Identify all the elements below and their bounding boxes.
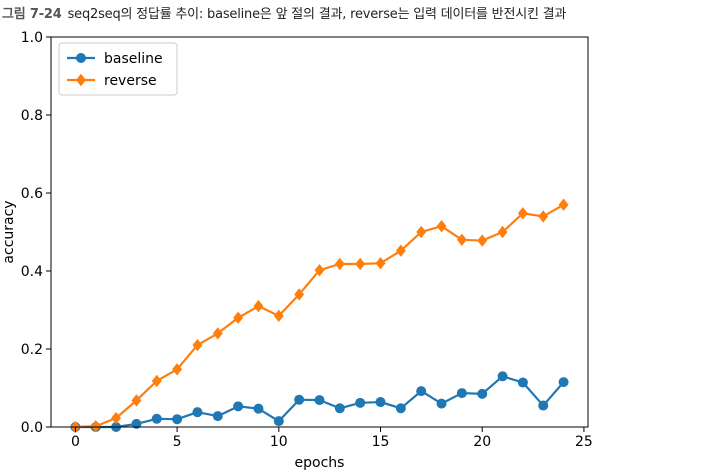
data-point-reverse bbox=[497, 225, 508, 239]
data-point-baseline bbox=[131, 418, 142, 429]
data-point-reverse bbox=[416, 225, 427, 239]
data-point-reverse bbox=[212, 327, 223, 340]
data-point-reverse bbox=[334, 257, 345, 271]
x-tick-label: 25 bbox=[575, 434, 593, 450]
data-point-reverse bbox=[355, 257, 366, 271]
data-point-reverse bbox=[436, 219, 447, 233]
x-tick-label: 10 bbox=[270, 434, 288, 450]
y-tick-label: 1.0 bbox=[21, 30, 43, 46]
data-point-baseline bbox=[334, 403, 345, 414]
data-point-baseline bbox=[538, 400, 549, 411]
data-point-baseline bbox=[233, 401, 244, 412]
y-tick-label: 0.6 bbox=[21, 186, 43, 202]
data-point-baseline bbox=[273, 416, 284, 427]
data-point-baseline bbox=[192, 407, 203, 418]
legend-box bbox=[58, 42, 178, 96]
data-point-reverse bbox=[456, 233, 467, 246]
data-point-baseline bbox=[395, 403, 406, 414]
data-point-baseline bbox=[151, 413, 162, 424]
figure-number: 그림 7-24 bbox=[2, 7, 62, 22]
data-point-reverse bbox=[395, 244, 406, 257]
y-tick-label: 0.4 bbox=[21, 264, 43, 280]
plot-area bbox=[70, 198, 569, 434]
y-tick-label: 0.2 bbox=[21, 342, 43, 358]
data-point-reverse bbox=[558, 198, 569, 211]
data-point-reverse bbox=[172, 363, 183, 376]
data-point-reverse bbox=[192, 338, 203, 352]
y-tick-label: 0.0 bbox=[21, 420, 43, 436]
series-line-reverse bbox=[75, 203, 565, 429]
data-point-baseline bbox=[558, 377, 569, 388]
legend-marker-reverse bbox=[76, 73, 86, 87]
data-point-reverse bbox=[314, 264, 325, 277]
legend: baseline reverse bbox=[58, 42, 178, 96]
data-point-baseline bbox=[172, 414, 183, 425]
data-point-baseline bbox=[294, 394, 305, 405]
data-point-reverse bbox=[233, 311, 244, 324]
legend-label-baseline: baseline bbox=[104, 51, 163, 67]
figure-caption: 그림 7-24 seq2seq의 정답률 추이: baseline은 앞 절의 결… bbox=[2, 3, 566, 22]
data-point-reverse bbox=[90, 420, 101, 433]
legend-label-reverse: reverse bbox=[104, 73, 157, 89]
plot-frame bbox=[50, 36, 589, 428]
x-tick-label: 0 bbox=[71, 434, 80, 450]
data-point-baseline bbox=[517, 377, 528, 388]
data-point-reverse bbox=[111, 411, 122, 425]
data-point-baseline bbox=[436, 398, 447, 409]
data-point-baseline bbox=[416, 386, 427, 397]
data-point-baseline bbox=[497, 371, 508, 382]
data-point-reverse bbox=[273, 309, 284, 323]
axes: 0 5 10 15 20 25 0.0 0.2 0.4 0.6 0.8 1.0 epochs accura… bbox=[1, 30, 593, 471]
x-tick-label: 5 bbox=[173, 434, 182, 450]
data-point-baseline bbox=[355, 397, 366, 408]
x-tick-label: 15 bbox=[372, 434, 390, 450]
data-point-reverse bbox=[538, 210, 549, 223]
data-point-reverse bbox=[477, 234, 488, 247]
y-tick-label: 0.8 bbox=[21, 108, 43, 124]
data-point-reverse bbox=[517, 207, 528, 220]
data-point-reverse bbox=[253, 299, 264, 313]
legend-marker-baseline bbox=[76, 53, 86, 63]
data-point-reverse bbox=[375, 257, 386, 270]
data-point-baseline bbox=[212, 411, 223, 422]
figure-caption-text: seq2seq의 정답률 추이: baseline은 앞 절의 결과, reve… bbox=[67, 7, 567, 22]
data-point-baseline bbox=[253, 403, 264, 414]
data-point-reverse bbox=[131, 394, 142, 407]
y-axis-label: accuracy bbox=[1, 200, 17, 263]
data-point-baseline bbox=[477, 388, 488, 399]
data-point-baseline bbox=[456, 388, 467, 399]
x-axis-label: epochs bbox=[295, 455, 345, 471]
data-point-reverse bbox=[151, 374, 162, 388]
data-point-baseline bbox=[375, 397, 386, 408]
data-point-baseline bbox=[314, 395, 325, 406]
x-tick-label: 20 bbox=[473, 434, 491, 450]
data-point-reverse bbox=[294, 288, 305, 301]
